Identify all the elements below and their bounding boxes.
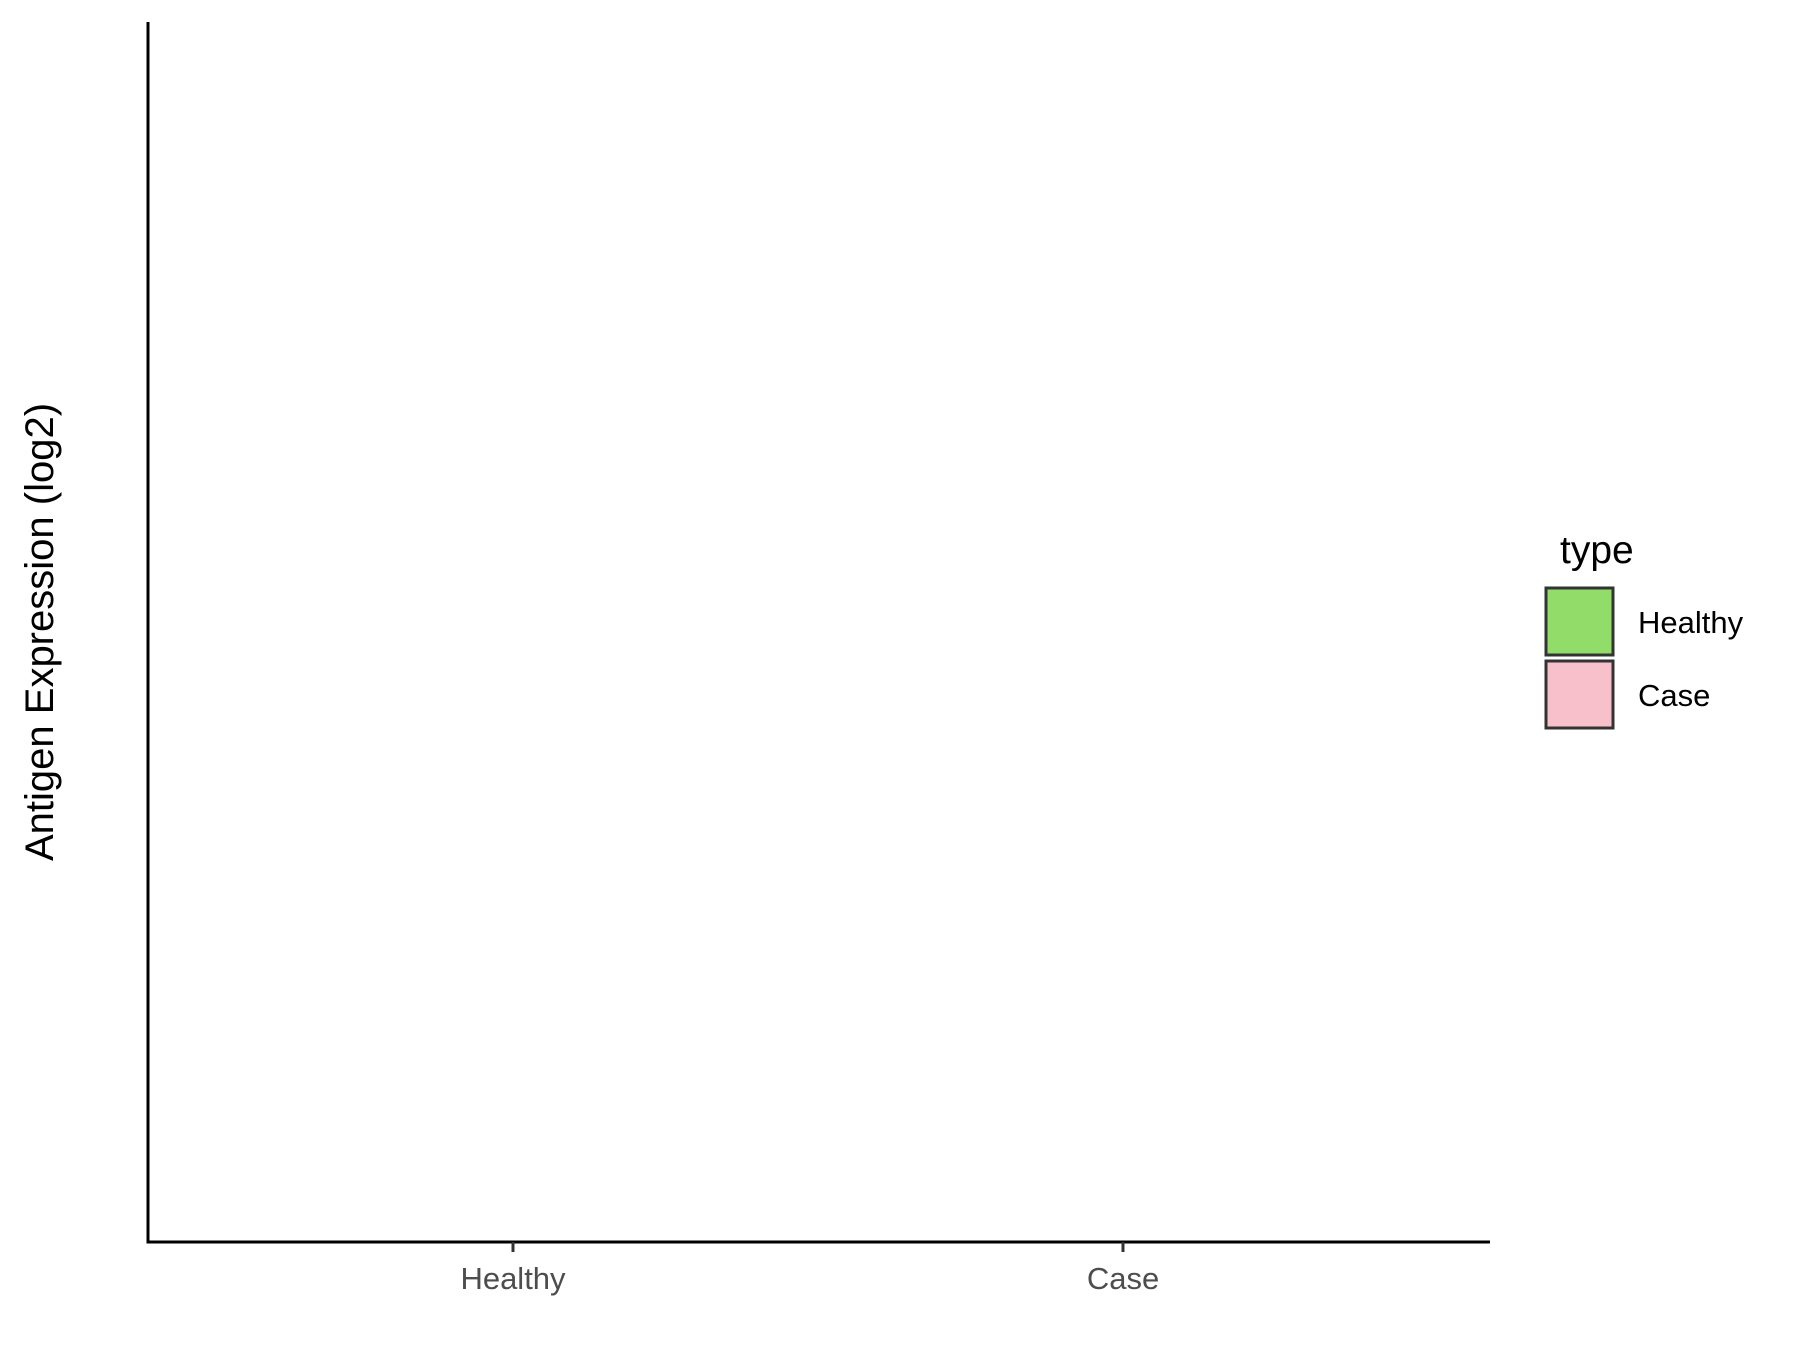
y-axis-title: Antigen Expression (log2): [18, 403, 62, 861]
x-tick-label: Case: [1087, 1261, 1159, 1296]
legend-swatch-case: [1544, 659, 1615, 730]
x-tick-label: Healthy: [460, 1261, 566, 1296]
x-axis-ticks: Healthy Case: [460, 1242, 1159, 1296]
legend-swatch-healthy: [1544, 586, 1615, 657]
legend-title: type: [1560, 529, 1634, 572]
legend-label-healthy: Healthy: [1638, 605, 1744, 640]
legend-label-case: Case: [1638, 678, 1710, 713]
legend: type Healthy Case: [1544, 529, 1744, 730]
